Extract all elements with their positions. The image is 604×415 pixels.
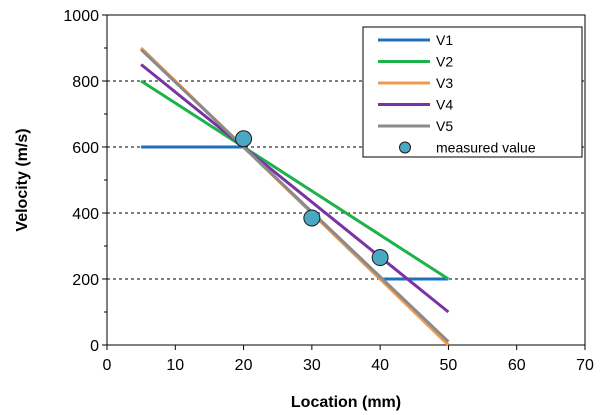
x-tick-label: 70 bbox=[576, 357, 594, 374]
legend-label: V2 bbox=[436, 54, 453, 70]
series-line-v5 bbox=[140, 48, 450, 343]
tick-marks bbox=[102, 14, 586, 350]
legend-label: measured value bbox=[436, 140, 536, 156]
x-tick-label: 50 bbox=[440, 357, 458, 374]
x-axis-title: Location (mm) bbox=[291, 394, 401, 411]
y-tick-label: 400 bbox=[72, 206, 99, 223]
x-tick-label: 40 bbox=[371, 357, 389, 374]
y-tick-labels: 0 200 400 600 800 1000 bbox=[63, 8, 99, 355]
y-tick-label: 800 bbox=[72, 74, 99, 91]
x-tick-label: 20 bbox=[235, 357, 253, 374]
legend-box bbox=[362, 26, 583, 158]
measured-markers bbox=[235, 130, 389, 267]
x-tick-labels: 0 10 20 30 40 50 60 70 bbox=[103, 357, 594, 374]
y-tick-label: 600 bbox=[72, 140, 99, 157]
y-axis-title: Velocity (m/s) bbox=[14, 128, 31, 231]
y-tick-label: 1000 bbox=[63, 8, 99, 25]
legend-label: V4 bbox=[436, 97, 453, 113]
x-tick-label: 0 bbox=[103, 357, 112, 374]
measured-value-point bbox=[371, 249, 389, 267]
x-tick-label: 30 bbox=[303, 357, 321, 374]
measured-value-point bbox=[235, 130, 253, 148]
measured-value-point bbox=[303, 209, 321, 227]
y-tick-label: 0 bbox=[90, 338, 99, 355]
legend-label: V3 bbox=[436, 75, 453, 91]
legend: V1 V2 V3 V4 V5 measured value bbox=[362, 26, 583, 158]
y-tick-label: 200 bbox=[72, 272, 99, 289]
legend-label: V5 bbox=[436, 118, 453, 134]
legend-label: V1 bbox=[436, 32, 453, 48]
x-tick-label: 10 bbox=[166, 357, 184, 374]
x-tick-label: 60 bbox=[508, 357, 526, 374]
legend-marker bbox=[399, 141, 411, 154]
series-line-v4 bbox=[140, 63, 450, 314]
